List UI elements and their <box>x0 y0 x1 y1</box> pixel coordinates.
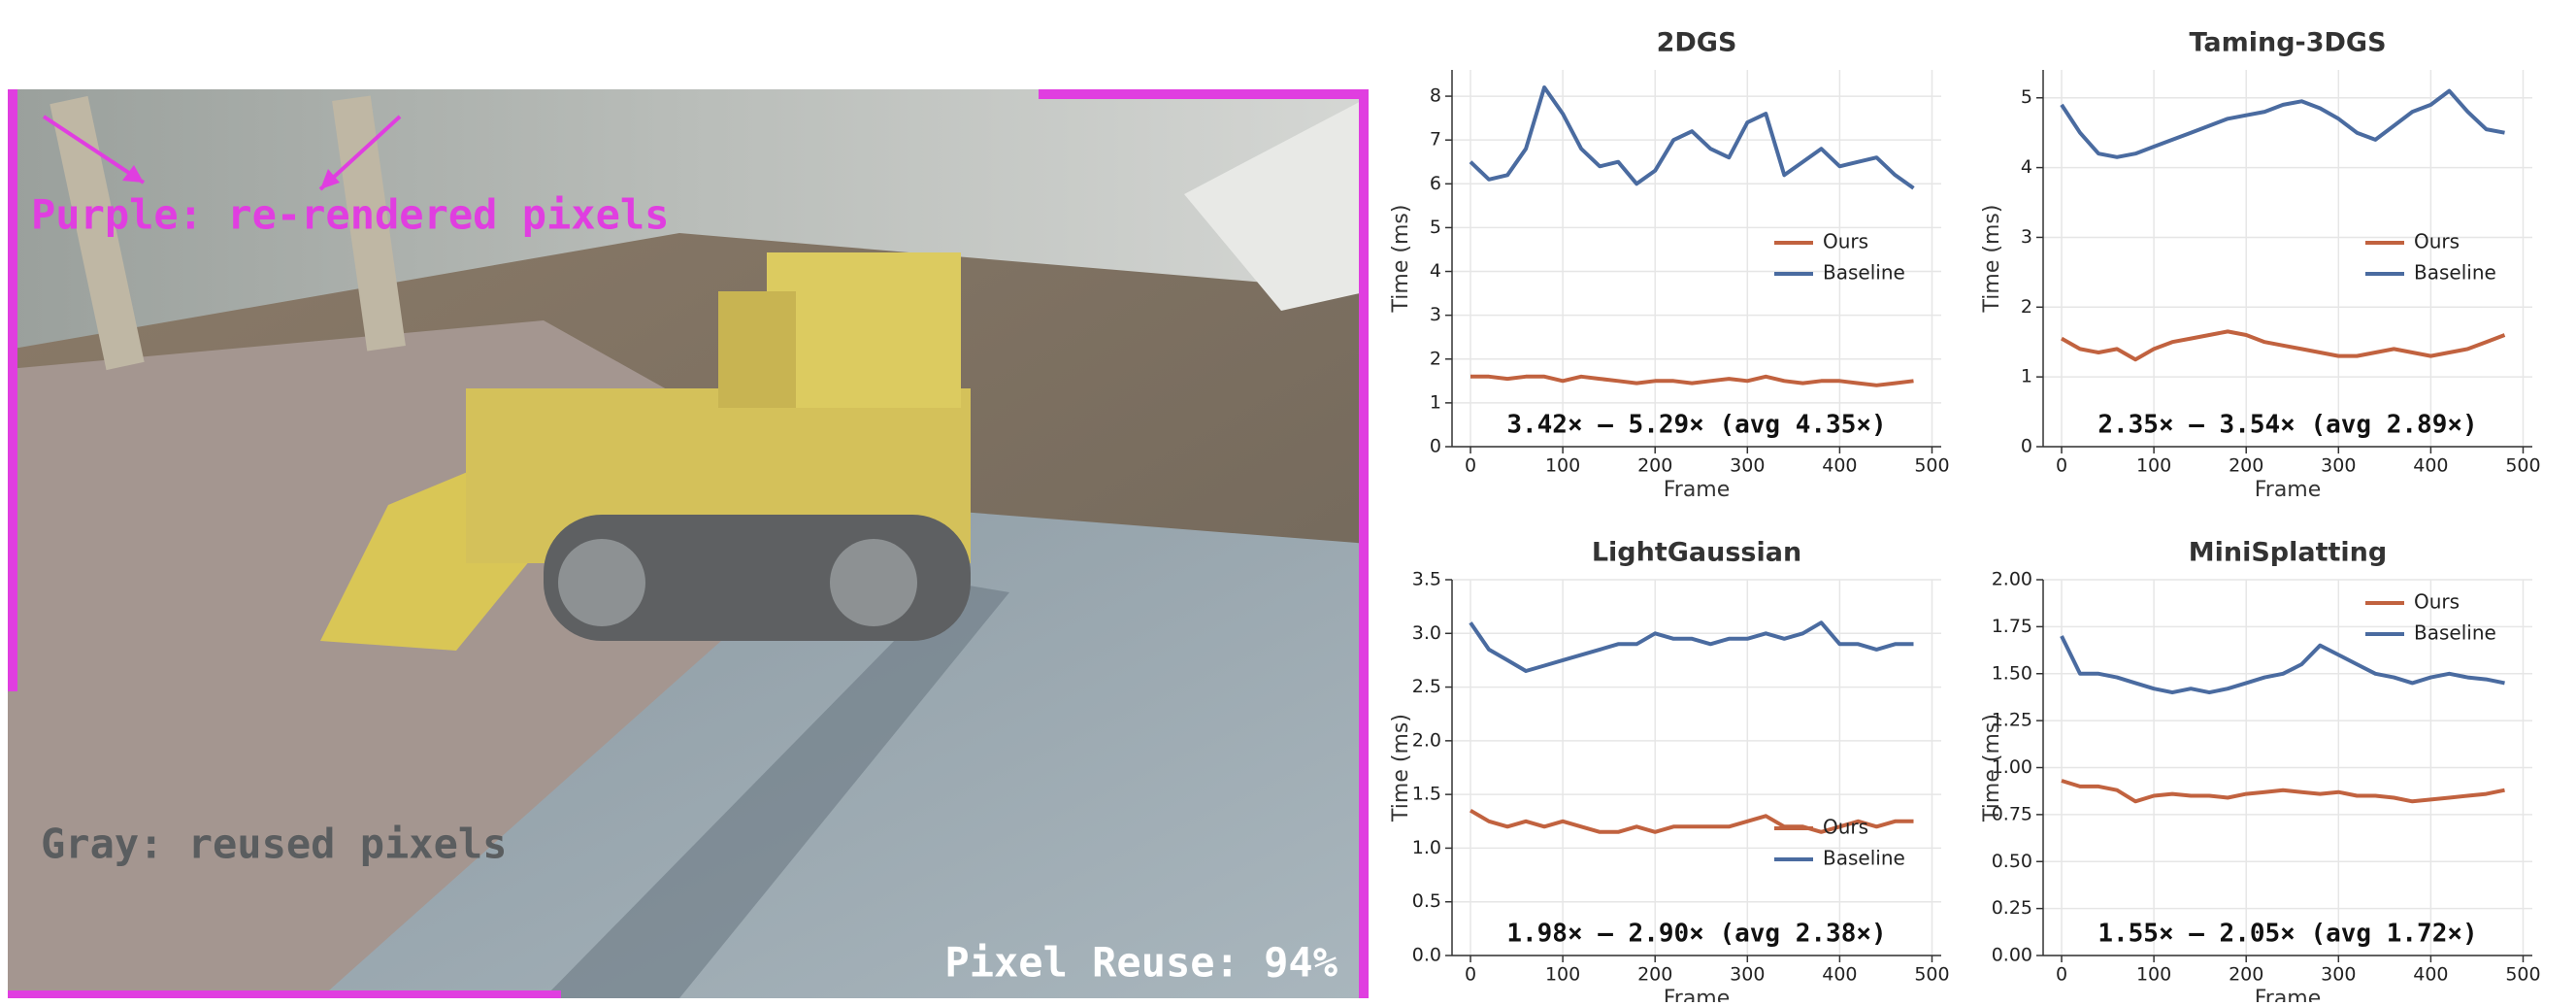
y-tick-label: 1.50 <box>1992 662 2032 684</box>
y-tick-label: 2.00 <box>1992 569 2032 590</box>
y-tick-label: 0.5 <box>1412 890 1441 912</box>
x-tick-label: 500 <box>2505 455 2540 477</box>
y-tick-label: 1 <box>1430 391 1441 413</box>
legend-label: Baseline <box>2414 261 2496 285</box>
x-axis-label: Frame <box>1664 987 1731 1002</box>
y-tick-label: 4 <box>1430 260 1441 282</box>
y-tick-label: 1 <box>2021 366 2032 387</box>
y-axis-label: Time (ms) <box>1389 205 1413 314</box>
legend-label: Baseline <box>2414 621 2496 645</box>
x-tick-label: 200 <box>1637 455 1672 477</box>
y-axis-label: Time (ms) <box>1980 714 2004 822</box>
y-tick-label: 0 <box>1430 436 1441 457</box>
series-line <box>1469 85 1915 190</box>
y-tick-label: 1.25 <box>1992 710 2032 731</box>
x-tick-label: 300 <box>1730 455 1765 477</box>
chart-title: Taming-3DGS <box>2189 28 2386 58</box>
x-tick-label: 200 <box>1637 964 1672 986</box>
x-tick-label: 400 <box>2413 455 2448 477</box>
x-tick-label: 100 <box>2136 455 2171 477</box>
y-tick-label: 0.75 <box>1992 803 2032 824</box>
x-tick-label: 500 <box>1914 455 1949 477</box>
bulldozer <box>320 252 971 651</box>
y-tick-label: 0.0 <box>1412 945 1441 966</box>
y-tick-label: 0.00 <box>1992 945 2032 966</box>
annotation: 2.35× – 3.54× (avg 2.89×) <box>2097 411 2477 440</box>
y-axis-label: Time (ms) <box>1980 205 2004 314</box>
y-tick-label: 1.5 <box>1412 784 1441 805</box>
y-tick-label: 3.0 <box>1412 622 1441 644</box>
photo: Purple: re-rendered pixels Gray: reused … <box>8 89 1369 998</box>
series-line <box>2061 779 2505 804</box>
legend-label: Ours <box>2414 230 2460 253</box>
y-tick-label: 7 <box>1430 129 1441 151</box>
legend-label: Ours <box>1823 230 1868 253</box>
annotation: 3.42× – 5.29× (avg 4.35×) <box>1506 411 1886 440</box>
series-line <box>1470 374 1914 387</box>
y-tick-label: 5 <box>2021 86 2032 108</box>
x-tick-label: 0 <box>2056 455 2067 477</box>
chart-title: MiniSplatting <box>2189 538 2387 568</box>
y-tick-label: 1.00 <box>1992 756 2032 778</box>
x-tick-label: 500 <box>1914 964 1949 986</box>
y-tick-label: 3.5 <box>1412 569 1441 590</box>
series-line <box>2060 88 2505 159</box>
y-tick-label: 2.5 <box>1412 676 1441 697</box>
y-tick-label: 2 <box>2021 296 2032 318</box>
chart-title: 2DGS <box>1657 28 1737 58</box>
y-tick-label: 4 <box>2021 156 2032 178</box>
x-tick-label: 300 <box>1730 964 1765 986</box>
y-tick-label: 2 <box>1430 348 1441 369</box>
x-tick-label: 300 <box>2321 964 2356 986</box>
annotation: 1.55× – 2.05× (avg 1.72×) <box>2097 920 2477 949</box>
y-tick-label: 5 <box>1430 217 1441 238</box>
x-tick-label: 0 <box>2056 964 2067 986</box>
x-axis-label: Frame <box>2255 987 2322 1002</box>
x-tick-label: 0 <box>1465 964 1476 986</box>
x-tick-label: 100 <box>1545 455 1580 477</box>
series-line <box>2060 635 2505 695</box>
y-tick-label: 0.50 <box>1992 851 2032 872</box>
x-tick-label: 500 <box>2505 964 2540 986</box>
series-line <box>1469 620 1914 673</box>
x-tick-label: 0 <box>1465 455 1476 477</box>
legend-label: Ours <box>1823 815 1868 838</box>
x-axis-label: Frame <box>2255 478 2322 502</box>
x-tick-label: 400 <box>1822 964 1857 986</box>
purple-label: Purple: re-rendered pixels <box>31 191 669 239</box>
series-line <box>2061 329 2506 362</box>
series-line <box>1469 808 1914 834</box>
annotation: 1.98× – 2.90× (avg 2.38×) <box>1506 920 1886 949</box>
y-tick-label: 3 <box>2021 226 2032 248</box>
chart-title: LightGaussian <box>1592 538 1801 568</box>
x-tick-label: 100 <box>1545 964 1580 986</box>
y-tick-label: 0.25 <box>1992 897 2032 919</box>
x-tick-label: 300 <box>2321 455 2356 477</box>
y-tick-label: 1.75 <box>1992 616 2032 637</box>
legend-label: Ours <box>2414 590 2460 614</box>
y-tick-label: 1.0 <box>1412 837 1441 858</box>
legend-label: Baseline <box>1823 846 1905 869</box>
y-tick-label: 8 <box>1430 85 1441 107</box>
x-axis-label: Frame <box>1664 478 1731 502</box>
gray-label: Gray: reused pixels <box>41 821 507 868</box>
y-axis-label: Time (ms) <box>1389 714 1413 822</box>
x-tick-label: 400 <box>1822 455 1857 477</box>
x-tick-label: 100 <box>2136 964 2171 986</box>
legend-label: Baseline <box>1823 261 1905 285</box>
x-tick-label: 400 <box>2413 964 2448 986</box>
y-tick-label: 2.0 <box>1412 729 1441 751</box>
x-tick-label: 200 <box>2229 455 2263 477</box>
reuse-label: Pixel Reuse: 94% <box>944 939 1338 987</box>
y-tick-label: 6 <box>1430 173 1441 194</box>
y-tick-label: 0 <box>2021 436 2032 457</box>
x-tick-label: 200 <box>2229 964 2263 986</box>
y-tick-label: 3 <box>1430 304 1441 325</box>
